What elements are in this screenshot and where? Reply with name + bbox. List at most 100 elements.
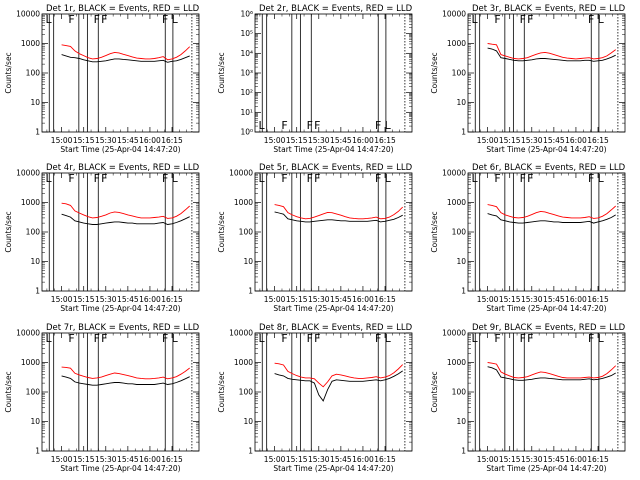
y-tick-label: 100 <box>239 388 254 397</box>
panel-title: Det 1r, BLACK = Events, RED = LLD <box>46 4 200 14</box>
interval-flag: L <box>385 332 392 345</box>
series-line-events <box>274 211 403 223</box>
y-tick-label: 1000 <box>234 358 253 367</box>
y-tick-label: 10³ <box>240 69 253 78</box>
x-tick-label: 15:00 <box>264 455 286 464</box>
chart-panel-9: Det 9r, BLACK = Events, RED = LLD 1 10 100 1… <box>430 323 626 473</box>
x-tick-label: 15:00 <box>51 136 73 145</box>
x-tick-label: 15:30 <box>95 455 117 464</box>
y-tick-label: 10 <box>30 417 40 426</box>
series-line-lld <box>61 44 191 61</box>
series-line-lld <box>487 362 617 379</box>
interval-flag: F <box>68 172 74 185</box>
panel-title: Det 7r, BLACK = Events, RED = LLD <box>46 323 200 333</box>
panel-title: Det 2r, BLACK = Events, RED = LLD <box>259 4 413 14</box>
y-tick-label: 100 <box>26 69 41 78</box>
series-line-lld <box>61 366 190 380</box>
interval-flag: F <box>94 13 100 26</box>
x-tick-label: 15:00 <box>477 455 499 464</box>
interval-flag: F <box>101 172 107 185</box>
x-tick-label: 16:15 <box>374 295 396 304</box>
x-tick-label: 15:30 <box>308 455 330 464</box>
y-tick-label: 100 <box>26 228 41 237</box>
x-tick-label: 16:15 <box>587 136 609 145</box>
panel-title: Det 6r, BLACK = Events, RED = LLD <box>472 163 626 173</box>
chart-panel-1: Det 1r, BLACK = Events, RED = LLD 1 10 100 1… <box>4 4 200 154</box>
y-tick-label: 10¹ <box>240 108 253 117</box>
interval-flag: F <box>520 172 526 185</box>
interval-flag: F <box>162 332 168 345</box>
y-tick-label: 1 <box>248 447 253 456</box>
x-tick-label: 15:30 <box>521 295 543 304</box>
y-tick-label: 10⁰ <box>240 128 253 137</box>
interval-flag: L <box>471 172 478 185</box>
x-tick-label: 15:15 <box>499 295 521 304</box>
y-tick-label: 1000 <box>21 358 40 367</box>
x-tick-label: 15:45 <box>330 455 352 464</box>
y-tick-label: 1 <box>35 128 40 137</box>
x-tick-label: 15:15 <box>286 295 308 304</box>
x-tick-label: 15:30 <box>95 136 117 145</box>
interval-flag: F <box>307 172 313 185</box>
y-axis-label: Counts/sec <box>4 52 13 93</box>
x-tick-label: 15:30 <box>521 136 543 145</box>
y-axis-label: Counts/sec <box>217 52 226 93</box>
x-axis-label: Start Time (25-Apr-04 14:47:20) <box>60 464 180 473</box>
plot-frame <box>254 172 413 292</box>
interval-flag: L <box>471 13 478 26</box>
series-line-lld <box>61 202 190 219</box>
interval-flag: L <box>172 13 179 26</box>
x-tick-label: 15:45 <box>117 455 139 464</box>
x-axis-label: Start Time (25-Apr-04 14:47:20) <box>486 464 606 473</box>
panel-title: Det 3r, BLACK = Events, RED = LLD <box>472 4 626 14</box>
x-tick-label: 15:30 <box>95 295 117 304</box>
y-tick-label: 10000 <box>16 169 40 178</box>
series-line-events <box>61 375 190 386</box>
x-tick-label: 16:15 <box>161 455 183 464</box>
interval-flag: L <box>45 13 52 26</box>
plot-frame <box>41 172 200 292</box>
chart-panel-3: Det 3r, BLACK = Events, RED = LLD 1 10 100 1… <box>430 4 626 154</box>
x-tick-label: 16:15 <box>161 295 183 304</box>
interval-flag: F <box>527 332 533 345</box>
series-line-events <box>487 47 616 62</box>
chart-panel-7: Det 7r, BLACK = Events, RED = LLD 1 10 100 1… <box>4 323 200 473</box>
interval-flag: F <box>588 13 594 26</box>
y-tick-label: 10 <box>243 417 253 426</box>
chart-panel-4: Det 4r, BLACK = Events, RED = LLD 1 10 100 1… <box>4 163 200 313</box>
series-line-events <box>487 366 616 381</box>
y-tick-label: 100 <box>452 228 467 237</box>
y-tick-label: 1 <box>461 287 466 296</box>
interval-flag: F <box>494 172 500 185</box>
interval-flag: L <box>385 119 392 132</box>
plot-frame <box>41 332 200 452</box>
x-tick-label: 15:15 <box>73 295 95 304</box>
interval-flag: F <box>527 172 533 185</box>
y-tick-label: 1000 <box>447 358 466 367</box>
x-tick-label: 16:00 <box>565 295 587 304</box>
interval-flag: L <box>258 119 265 132</box>
y-tick-label: 1000 <box>447 198 466 207</box>
y-tick-label: 100 <box>452 69 467 78</box>
interval-flag: F <box>281 172 287 185</box>
y-tick-label: 1 <box>35 447 40 456</box>
x-tick-label: 16:15 <box>161 136 183 145</box>
interval-flag: F <box>375 332 381 345</box>
x-tick-label: 16:00 <box>139 455 161 464</box>
panel-title: Det 8r, BLACK = Events, RED = LLD <box>259 323 413 333</box>
x-tick-label: 15:45 <box>117 295 139 304</box>
chart-panel-5: Det 5r, BLACK = Events, RED = LLD 1 10 100 1… <box>217 163 413 313</box>
interval-flag: F <box>281 119 287 132</box>
chart-panel-6: Det 6r, BLACK = Events, RED = LLD 1 10 100 1… <box>430 163 626 313</box>
y-axis-label: Counts/sec <box>4 211 13 252</box>
x-tick-label: 15:15 <box>499 136 521 145</box>
interval-flag: F <box>281 332 287 345</box>
x-tick-label: 15:45 <box>330 295 352 304</box>
plot-frame <box>467 172 626 292</box>
y-tick-label: 10000 <box>442 329 466 338</box>
y-tick-label: 100 <box>26 388 41 397</box>
interval-flag: F <box>375 172 381 185</box>
series-line-events <box>61 54 190 63</box>
series-line-events <box>61 213 190 225</box>
x-tick-label: 15:00 <box>51 295 73 304</box>
